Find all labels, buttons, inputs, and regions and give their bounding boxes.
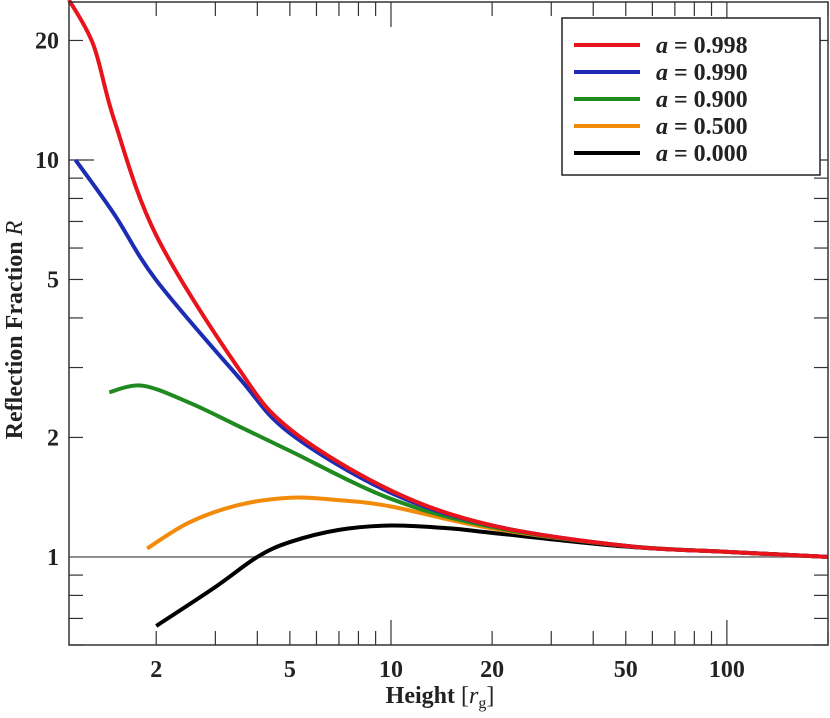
legend-label: a = 0.998 xyxy=(656,33,748,59)
legend-label: a = 0.990 xyxy=(656,60,748,86)
x-axis-label: Height [rg] xyxy=(386,683,495,712)
tick-labels: 2 5 10 20 50 100 1 2 5 10 20 xyxy=(35,28,745,683)
series-lines xyxy=(67,0,829,628)
y-tick-label: 20 xyxy=(35,28,59,54)
x-tick-label: 20 xyxy=(480,657,504,683)
series-line-0000 xyxy=(155,523,829,628)
x-tick-label: 10 xyxy=(379,657,403,683)
plot-frame xyxy=(68,1,829,646)
y-tick-label: 2 xyxy=(47,425,59,451)
y-axis-label: Reflection Fraction R xyxy=(2,220,28,439)
legend-label: a = 0.500 xyxy=(656,114,748,140)
series-line-0998 xyxy=(67,0,829,559)
y-tick-label: 1 xyxy=(47,545,59,571)
x-tick-label: 100 xyxy=(709,657,745,683)
legend-label: a = 0.900 xyxy=(656,87,748,113)
legend-label: a = 0.000 xyxy=(656,141,748,167)
x-tick-label: 2 xyxy=(150,657,162,683)
series-line-0990 xyxy=(73,158,829,559)
y-tick-label: 10 xyxy=(35,148,59,174)
y-tick-label: 5 xyxy=(47,267,59,293)
x-tick-label: 5 xyxy=(284,657,296,683)
x-tick-label: 50 xyxy=(614,657,638,683)
